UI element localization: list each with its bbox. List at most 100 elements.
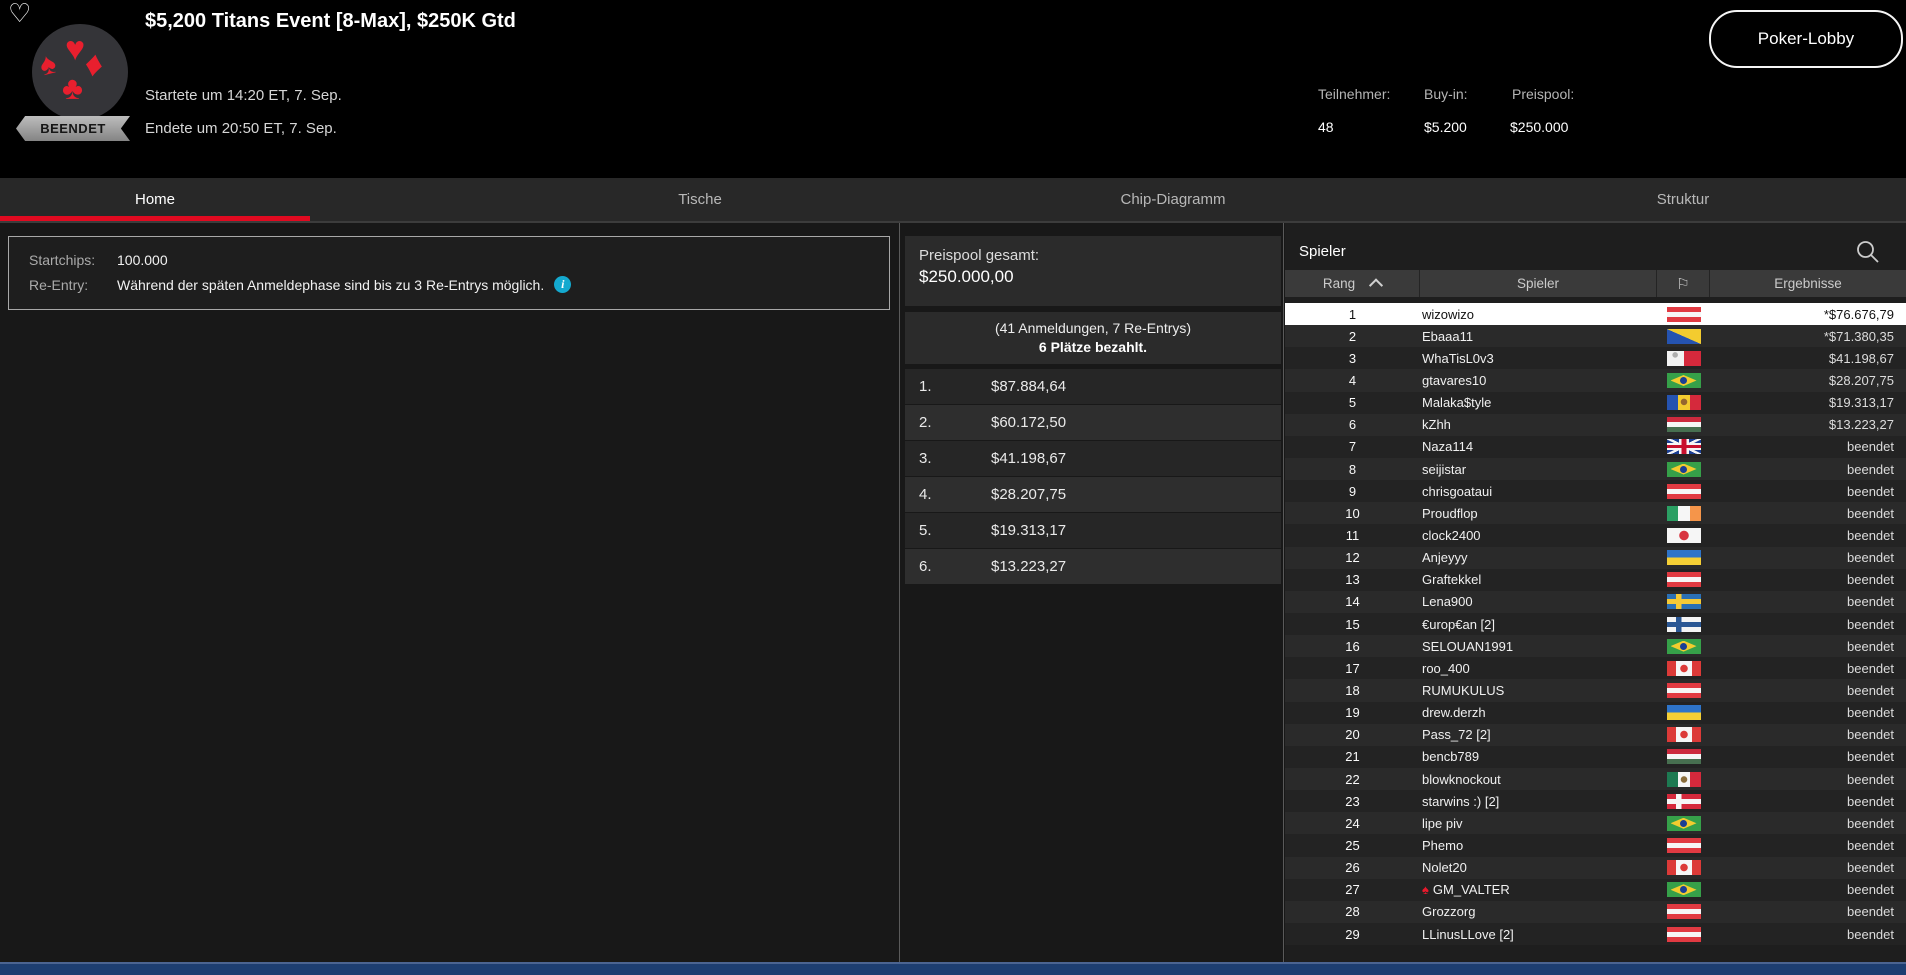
player-result: beendet [1847,705,1894,721]
table-row[interactable]: 4 ♠ gtavares10 $28.207,75 [1285,369,1906,392]
player-rank: 24 [1345,815,1360,831]
table-row[interactable]: 10 ♠ Proudflop beendet [1285,502,1906,525]
table-row[interactable]: 22 ♠ blowknockout beendet [1285,767,1906,791]
table-row[interactable]: 25 ♠ Phemo beendet [1285,834,1906,857]
table-row[interactable]: 7 ♠ Naza114 beendet [1285,435,1906,458]
table-row[interactable]: 17 ♠ roo_400 beendet [1285,657,1906,680]
player-rank: 14 [1345,594,1360,610]
ps-spade-icon: ♠ [1422,882,1429,898]
table-row[interactable]: 29 ♠ LLinusLLove [2] beendet [1285,922,1906,946]
tab-home[interactable]: Home [134,191,175,208]
prize-place: 3. [919,450,932,467]
table-row[interactable]: 3 ♠ WhaTisL0v3 $41.198,67 [1285,347,1906,370]
table-row[interactable]: 15 ♠ €urop€an [2] beendet [1285,612,1906,636]
table-row[interactable]: 6 ♠ kZhh $13.223,27 [1285,413,1906,436]
table-row[interactable]: 16 ♠ SELOUAN1991 beendet [1285,635,1906,658]
start-time-text: Startete um 14:20 ET, 7. Sep. [145,87,342,104]
flag-icon [1666,682,1701,698]
column-header-flag[interactable]: ⚐ [1657,270,1710,297]
table-row[interactable]: 8 ♠ seijistar beendet [1285,457,1906,481]
table-row[interactable]: 21 ♠ bencb789 beendet [1285,745,1906,768]
column-header-rank[interactable]: Rang [1285,270,1420,297]
table-row[interactable]: 20 ♠ Pass_72 [2] beendet [1285,723,1906,746]
tab-struktur[interactable]: Struktur [1656,191,1710,208]
player-result: beendet [1847,926,1894,942]
heart-suit-icon: ♥ [65,30,86,68]
table-row[interactable]: 1 ♠ wizowizo *$76.676,79 [1285,303,1906,326]
flag-icon [1666,505,1701,521]
table-row[interactable]: 9 ♠ chrisgoataui beendet [1285,480,1906,503]
player-name: WhaTisL0v3 [1422,350,1494,366]
tab-tische[interactable]: Tische [678,191,722,208]
table-row[interactable]: 12 ♠ Anjeyyy beendet [1285,546,1906,569]
player-name: Phemo [1422,837,1464,853]
player-result: beendet [1847,660,1894,676]
prize-place: 4. [919,486,932,503]
player-result: beendet [1847,439,1894,455]
flag-icon [1666,882,1701,898]
player-rank: 15 [1345,616,1360,632]
player-name: bencb789 [1422,749,1480,765]
flag-icon [1666,705,1701,721]
player-result: $41.198,67 [1828,350,1894,366]
tab-chip-diagramm[interactable]: Chip-Diagramm [1120,191,1226,208]
players-table-body: 1 ♠ wizowizo *$76.676,79 2 ♠ Ebaaa11 *$7… [1285,303,1906,946]
player-name: Ebaaa11 [1422,328,1474,344]
prizepool-total-box: Preispool gesamt: $250.000,00 [905,236,1281,306]
spade-suit-icon: ♠ [36,46,60,83]
table-row[interactable]: 24 ♠ lipe piv beendet [1285,812,1906,835]
flag-icon [1666,616,1701,632]
table-row[interactable]: 23 ♠ starwins :) [2] beendet [1285,790,1906,813]
column-header-results[interactable]: Ergebnisse [1774,276,1842,291]
table-row[interactable]: 5 ♠ Malaka$tyle $19.313,17 [1285,391,1906,414]
reentry-label: Re-Entry: [29,276,89,293]
table-row[interactable]: 19 ♠ drew.derzh beendet [1285,701,1906,724]
prize-row: 1. $87.884,64 [905,369,1281,404]
entries-summary-box: (41 Anmeldungen, 7 Re-Entrys) 6 Plätze b… [905,312,1281,364]
player-result: beendet [1847,505,1894,521]
table-row[interactable]: 27 ♠ GM_VALTER beendet [1285,878,1906,901]
table-row[interactable]: 26 ♠ Nolet20 beendet [1285,856,1906,879]
table-row[interactable]: 2 ♠ Ebaaa11 *$71.380,35 [1285,325,1906,348]
table-row[interactable]: 11 ♠ clock2400 beendet [1285,524,1906,547]
flag-icon [1666,904,1701,920]
player-name: chrisgoataui [1422,483,1493,499]
poker-lobby-button[interactable]: Poker-Lobby [1709,10,1903,68]
table-row[interactable]: 14 ♠ Lena900 beendet [1285,590,1906,613]
player-name: Lena900 [1422,594,1473,610]
player-result: *$71.380,35 [1823,328,1894,344]
prize-amount: $19.313,17 [991,522,1067,539]
info-icon[interactable]: i [554,276,572,293]
table-row[interactable]: 28 ♠ Grozzorg beendet [1285,900,1906,923]
player-name: GM_VALTER [1432,882,1510,898]
player-name: Grozzorg [1422,904,1476,920]
player-name: clock2400 [1422,527,1481,543]
prize-amount: $41.198,67 [991,450,1067,467]
player-result: *$76.676,79 [1823,306,1894,322]
player-result: $19.313,17 [1828,395,1894,411]
player-rank: 28 [1345,904,1360,920]
column-header-player[interactable]: Spieler [1420,270,1657,297]
player-rank: 10 [1345,505,1360,521]
table-row[interactable]: 18 ♠ RUMUKULUS beendet [1285,679,1906,702]
flag-icon [1666,771,1701,787]
active-tab-underline [0,216,310,221]
player-rank: 5 [1348,395,1357,411]
panel-divider [899,223,900,962]
flag-icon [1666,461,1701,477]
flag-icon [1666,594,1701,610]
table-row[interactable]: 13 ♠ Graftekkel beendet [1285,568,1906,591]
player-result: beendet [1847,727,1894,743]
flag-icon [1666,660,1701,676]
player-rank: 16 [1345,638,1360,654]
players-table-header: Rang Spieler ⚐ Ergebnisse [1285,270,1906,297]
favorite-heart-icon[interactable]: ♡ [8,0,32,28]
prize-place: 5. [919,522,932,539]
player-name: kZhh [1422,417,1451,433]
search-icon[interactable] [1855,239,1881,265]
player-rank: 23 [1345,793,1360,809]
prize-place: 6. [919,558,932,575]
player-result: beendet [1847,550,1894,566]
end-time-text: Endete um 20:50 ET, 7. Sep. [145,120,337,137]
prize-amount: $13.223,27 [991,558,1067,575]
